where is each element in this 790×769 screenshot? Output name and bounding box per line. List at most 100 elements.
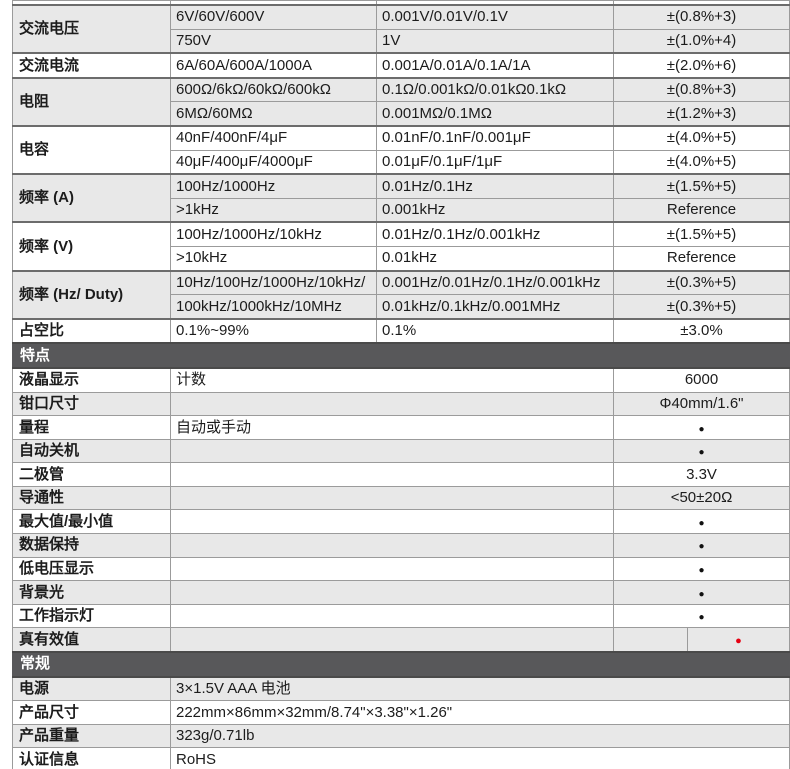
feature-name-cell: 液晶显示: [12, 367, 171, 393]
table-row: 40μF/400μF/4000μF 0.01μF/0.1μF/1μF ±(4.0…: [13, 149, 790, 175]
table-row: 电容 40nF/400nF/4μF 0.01nF/0.1nF/0.001μF ±…: [12, 124, 790, 175]
feature-mark-cell: [613, 627, 688, 653]
feature-name-cell: 二极管: [12, 462, 171, 487]
resolution-cell: 0.001Hz/0.01Hz/0.1Hz/0.001kHz: [376, 269, 614, 296]
table-row: 100kHz/1000kHz/10MHz 0.01kHz/0.1kHz/0.00…: [13, 294, 790, 320]
accuracy-cell: ±(1.2%+3): [613, 101, 790, 127]
table-row: 电源 3×1.5V AAA 电池: [12, 676, 790, 702]
feature-value-cell: [170, 485, 614, 511]
feature-mark-cell: ●: [613, 438, 790, 464]
spec-name-cell: 交流电流: [12, 52, 171, 79]
range-cell: 6MΩ/60MΩ: [170, 101, 377, 127]
accuracy-cell: Reference: [613, 197, 790, 223]
accuracy-cell: ±(0.3%+5): [613, 294, 790, 320]
resolution-cell: 0.01kHz: [376, 245, 614, 272]
feature-value-cell: [170, 556, 614, 582]
feature-name-cell: 背景光: [12, 580, 171, 605]
table-row: 低电压显示 ●: [12, 556, 790, 582]
spec-name-cell: 交流电压: [12, 3, 171, 54]
section-header-features: 特点: [12, 342, 790, 369]
range-cell: 600Ω/6kΩ/60kΩ/600kΩ: [170, 76, 377, 103]
general-value-cell: 323g/0.71lb: [170, 723, 790, 749]
table-row: 频率 (V) 100Hz/1000Hz/10kHz 0.01Hz/0.1Hz/0…: [12, 221, 790, 272]
feature-value-cell: [170, 580, 614, 605]
bullet-icon: ●: [698, 517, 705, 529]
feature-mark-cell: <50±20Ω: [613, 485, 790, 511]
resolution-cell: 0.1Ω/0.001kΩ/0.01kΩ0.1kΩ: [376, 76, 614, 103]
feature-mark-cell: ●: [613, 556, 790, 582]
accuracy-cell: ±(0.3%+5): [613, 269, 790, 296]
accuracy-cell: ±(1.0%+4): [613, 28, 790, 54]
range-cell: 10Hz/100Hz/1000Hz/10kHz/: [170, 269, 377, 296]
feature-value-cell: 自动或手动: [170, 415, 614, 440]
accuracy-cell: ±(2.0%+6): [613, 52, 790, 79]
spec-name-cell: 占空比: [12, 317, 171, 344]
table-row: 交流电压 6V/60V/600V 0.001V/0.01V/0.1V ±(0.8…: [12, 3, 790, 54]
accuracy-cell: Reference: [613, 245, 790, 272]
feature-mark-cell: ●: [613, 580, 790, 605]
range-cell: >10kHz: [170, 245, 377, 272]
table-row: 导通性 <50±20Ω: [12, 485, 790, 511]
table-row: 频率 (Hz/ Duty) 10Hz/100Hz/1000Hz/10kHz/ 0…: [12, 269, 790, 320]
table-row: 二极管 3.3V: [12, 462, 790, 487]
general-name-cell: 电源: [12, 676, 171, 702]
bullet-icon: ●: [698, 447, 705, 459]
bullet-icon: ●: [698, 588, 705, 600]
range-cell: 100Hz/1000Hz/10kHz: [170, 221, 377, 247]
general-name-cell: 产品尺寸: [12, 700, 171, 725]
range-cell: 750V: [170, 28, 377, 54]
accuracy-cell: ±(1.5%+5): [613, 221, 790, 247]
bullet-icon: ●: [698, 423, 705, 435]
table-row: 液晶显示 计数 6000: [12, 367, 790, 393]
resolution-cell: 0.01μF/0.1μF/1μF: [376, 149, 614, 175]
spec-name-cell: 频率 (Hz/ Duty): [12, 269, 171, 320]
range-cell: 6V/60V/600V: [170, 3, 377, 30]
specification-table: 交流电压 6V/60V/600V 0.001V/0.01V/0.1V ±(0.8…: [12, 0, 790, 769]
table-row: 最大值/最小值 ●: [12, 509, 790, 535]
general-value-cell: RoHS: [170, 747, 790, 769]
table-row: 交流电流 6A/60A/600A/1000A 0.001A/0.01A/0.1A…: [12, 52, 790, 79]
table-row: 占空比 0.1%~99% 0.1% ±3.0%: [12, 317, 790, 344]
table-row: 750V 1V ±(1.0%+4): [13, 28, 790, 54]
resolution-cell: 0.1%: [376, 317, 614, 344]
table-row: 真有效值 ●: [12, 627, 790, 653]
resolution-cell: 0.01Hz/0.1Hz: [376, 173, 614, 199]
range-cell: 40μF/400μF/4000μF: [170, 149, 377, 175]
range-cell: 6A/60A/600A/1000A: [170, 52, 377, 79]
feature-value-cell: [170, 509, 614, 535]
table-row: 频率 (A) 100Hz/1000Hz 0.01Hz/0.1Hz ±(1.5%+…: [12, 173, 790, 223]
bullet-icon: ●: [698, 541, 705, 553]
feature-name-cell: 导通性: [12, 485, 171, 511]
feature-mark-cell: 3.3V: [613, 462, 790, 487]
feature-value-cell: [170, 391, 614, 417]
table-row: 背景光 ●: [12, 580, 790, 605]
feature-name-cell: 低电压显示: [12, 556, 171, 582]
range-cell: >1kHz: [170, 197, 377, 223]
range-cell: 0.1%~99%: [170, 317, 377, 344]
feature-value-cell: [170, 603, 614, 629]
range-cell: 100kHz/1000kHz/10MHz: [170, 294, 377, 320]
table-row: 量程 自动或手动 ●: [12, 415, 790, 440]
table-row: 产品尺寸 222mm×86mm×32mm/8.74"×3.38"×1.26": [12, 700, 790, 725]
feature-name-cell: 最大值/最小值: [12, 509, 171, 535]
feature-name-cell: 真有效值: [12, 627, 171, 653]
feature-name-cell: 量程: [12, 415, 171, 440]
accuracy-cell: ±(0.8%+3): [613, 3, 790, 30]
section-header-general: 常规: [12, 651, 790, 678]
feature-mark-cell: ●: [613, 415, 790, 440]
feature-mark-cell: ●: [613, 509, 790, 535]
table-row: >1kHz 0.001kHz Reference: [13, 197, 790, 223]
accuracy-cell: ±(4.0%+5): [613, 149, 790, 175]
feature-mark-cell: Φ40mm/1.6": [613, 391, 790, 417]
table-row: 电阻 600Ω/6kΩ/60kΩ/600kΩ 0.1Ω/0.001kΩ/0.01…: [12, 76, 790, 127]
resolution-cell: 0.01Hz/0.1Hz/0.001kHz: [376, 221, 614, 247]
bullet-icon: ●: [698, 612, 705, 624]
feature-value-cell: 计数: [170, 367, 614, 393]
spec-name-cell: 频率 (V): [12, 221, 171, 272]
feature-value-cell: [170, 438, 614, 464]
feature-name-cell: 工作指示灯: [12, 603, 171, 629]
range-cell: 40nF/400nF/4μF: [170, 124, 377, 151]
resolution-cell: 0.001V/0.01V/0.1V: [376, 3, 614, 30]
table-row: 自动关机 ●: [12, 438, 790, 464]
resolution-cell: 0.001MΩ/0.1MΩ: [376, 101, 614, 127]
